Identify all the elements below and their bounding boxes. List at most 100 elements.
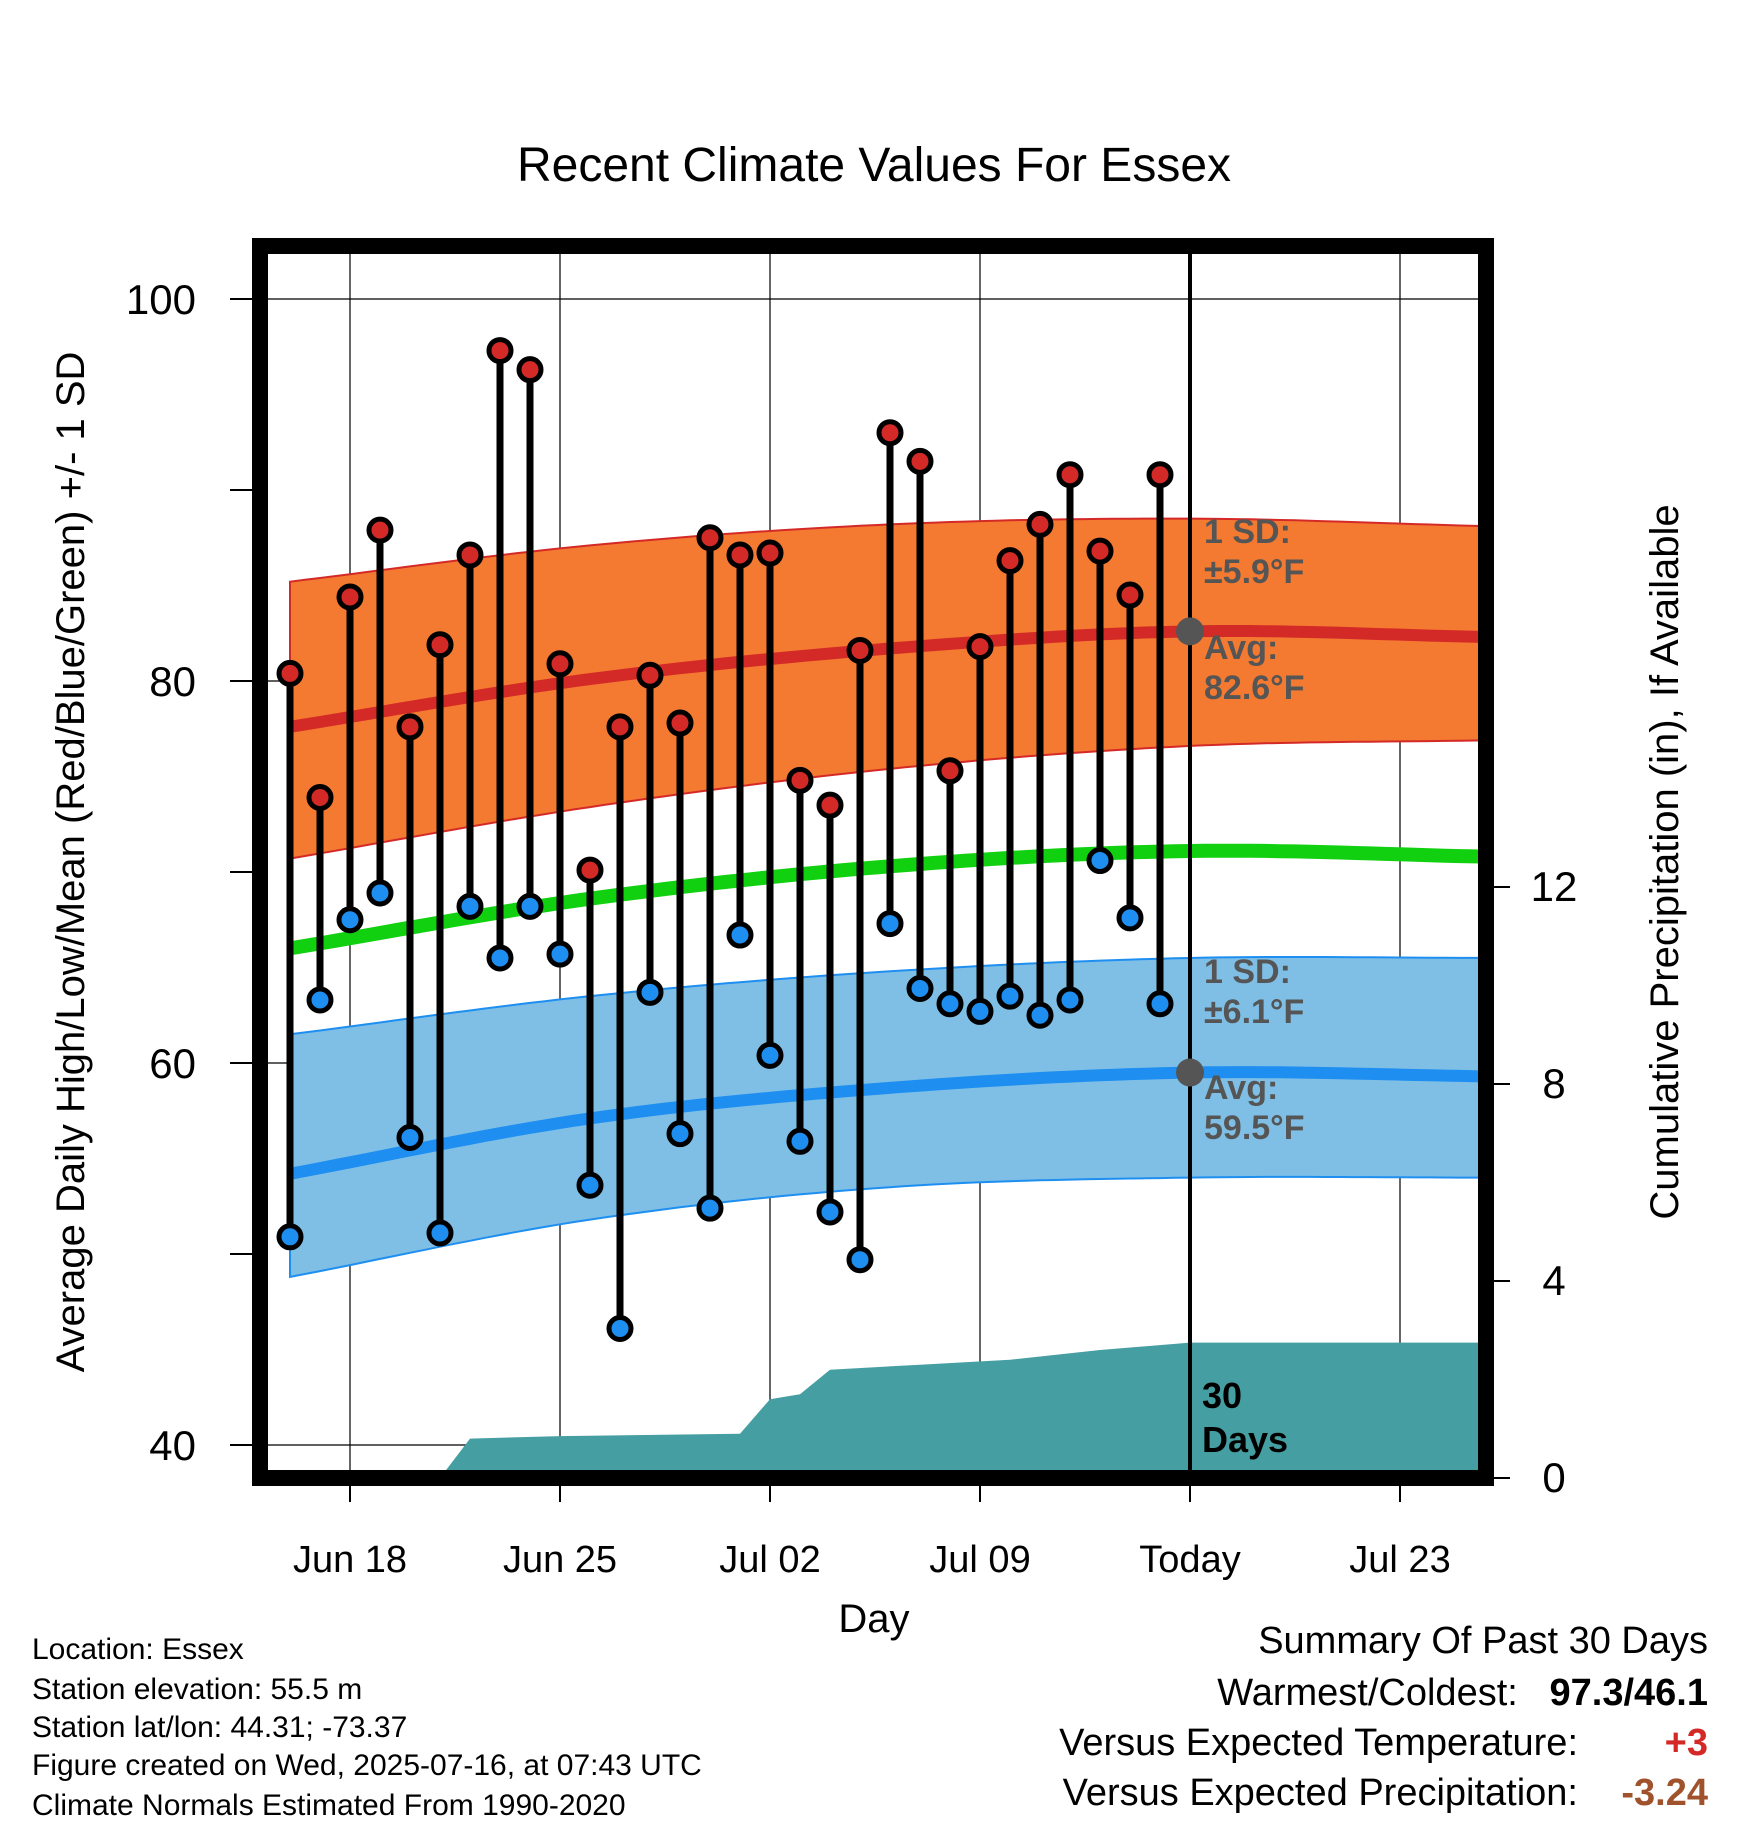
y-tick-label: 40 [149,1422,196,1469]
high-point [696,524,724,552]
y-axis-title: Average Daily High/Low/Mean (Red/Blue/Gr… [49,352,93,1373]
low-point [756,1041,784,1069]
low-sd-band [289,956,1486,1279]
low-point [456,892,484,920]
high-point [606,713,634,741]
high-point [516,356,544,384]
low-avg-annotation: Avg: 59.5°F [1204,1069,1305,1147]
created-text: Figure created on Wed, 2025-07-16, at 07… [32,1749,702,1782]
high-point [576,856,604,884]
low-point [516,892,544,920]
low-point [966,997,994,1025]
low-point [936,990,964,1018]
y2-tick-label: 12 [1531,863,1578,910]
low-point [576,1171,604,1199]
high-point [1026,510,1054,538]
high-point [426,631,454,659]
high-point [846,636,874,664]
low-point [1086,847,1114,875]
y2-tick-label: 8 [1542,1060,1565,1107]
location-text: Location: Essex [32,1633,244,1666]
summary-warm-cold: Warmest/Coldest: 97.3/46.1 [1217,1672,1708,1715]
low-point [546,940,574,968]
x-tick-label: Jun 18 [293,1539,407,1581]
warm-cold-value: 97.3/46.1 [1549,1672,1708,1714]
x-tick-label: Jul 09 [929,1539,1030,1581]
latlon-text: Station lat/lon: 44.31; -73.37 [32,1711,408,1744]
low-point [306,986,334,1014]
low-point [906,975,934,1003]
y2-axis-title: Cumulative Precipitation (in), If Availa… [1643,504,1687,1219]
low-point [696,1194,724,1222]
x-tick-label: Jun 25 [503,1539,617,1581]
y2-tick-label: 4 [1542,1257,1565,1304]
high-point [966,633,994,661]
low-point [1026,1001,1054,1029]
high-point [996,547,1024,575]
y2-tick-label: 0 [1542,1454,1565,1501]
temp-value: +3 [1664,1722,1708,1764]
high-point [666,709,694,737]
x-tick-label: Jul 23 [1349,1539,1450,1581]
low-point [396,1123,424,1151]
high-point [396,713,424,741]
high-point [546,650,574,678]
high-point [1146,461,1174,489]
low-point [996,982,1024,1010]
chart-title: Recent Climate Values For Essex [516,139,1232,192]
summary-temp: Versus Expected Temperature: +3 [1059,1722,1708,1765]
y-tick-label: 80 [149,658,196,705]
warm-cold-label: Warmest/Coldest: [1217,1672,1518,1714]
high-sd-annotation: 1 SD: ±5.9°F [1204,513,1304,591]
high-point [306,784,334,812]
low-point [486,944,514,972]
low-point [336,906,364,934]
low-point [1056,986,1084,1014]
high-point [486,337,514,365]
low-point [816,1198,844,1226]
low-point [426,1219,454,1247]
high-point [786,766,814,794]
today-days-label: 30 Days [1202,1375,1288,1460]
low-point [666,1120,694,1148]
low-point [1146,990,1174,1018]
high-point [456,541,484,569]
precip-area [290,1342,1486,1478]
low-point [726,921,754,949]
high-point [726,541,754,569]
high-avg-annotation: Avg: 82.6°F [1204,629,1305,707]
temp-label: Versus Expected Temperature: [1059,1722,1578,1764]
high-point [936,757,964,785]
summary-precip: Versus Expected Precipitation: -3.24 [1063,1772,1708,1815]
high-point [336,583,364,611]
today-low-avg-marker [1176,1058,1204,1087]
summary-heading: Summary Of Past 30 Days [1258,1620,1708,1662]
x-tick-label: Jul 02 [719,1539,820,1581]
high-point [1116,581,1144,609]
low-point [636,978,664,1006]
elevation-text: Station elevation: 55.5 m [32,1673,363,1706]
high-point [756,539,784,567]
low-point [1116,904,1144,932]
low-point [366,879,394,907]
y-tick-label: 100 [126,276,196,323]
low-point [786,1127,814,1155]
high-point [366,516,394,544]
plot-area [260,246,1486,1478]
low-mean-line [288,1066,1486,1180]
plot-frame [252,238,1494,1486]
y-tick-label: 60 [149,1040,196,1087]
high-point [906,447,934,475]
high-point [816,791,844,819]
low-point [846,1246,874,1274]
high-point [876,419,904,447]
x-axis-title: Day [838,1597,909,1641]
low-point [876,910,904,938]
precip-value: -3.24 [1621,1772,1708,1814]
high-point [1056,461,1084,489]
normals-text: Climate Normals Estimated From 1990-2020 [32,1789,626,1822]
low-point [606,1314,634,1342]
today-high-avg-marker [1176,617,1204,646]
high-point [636,661,664,689]
